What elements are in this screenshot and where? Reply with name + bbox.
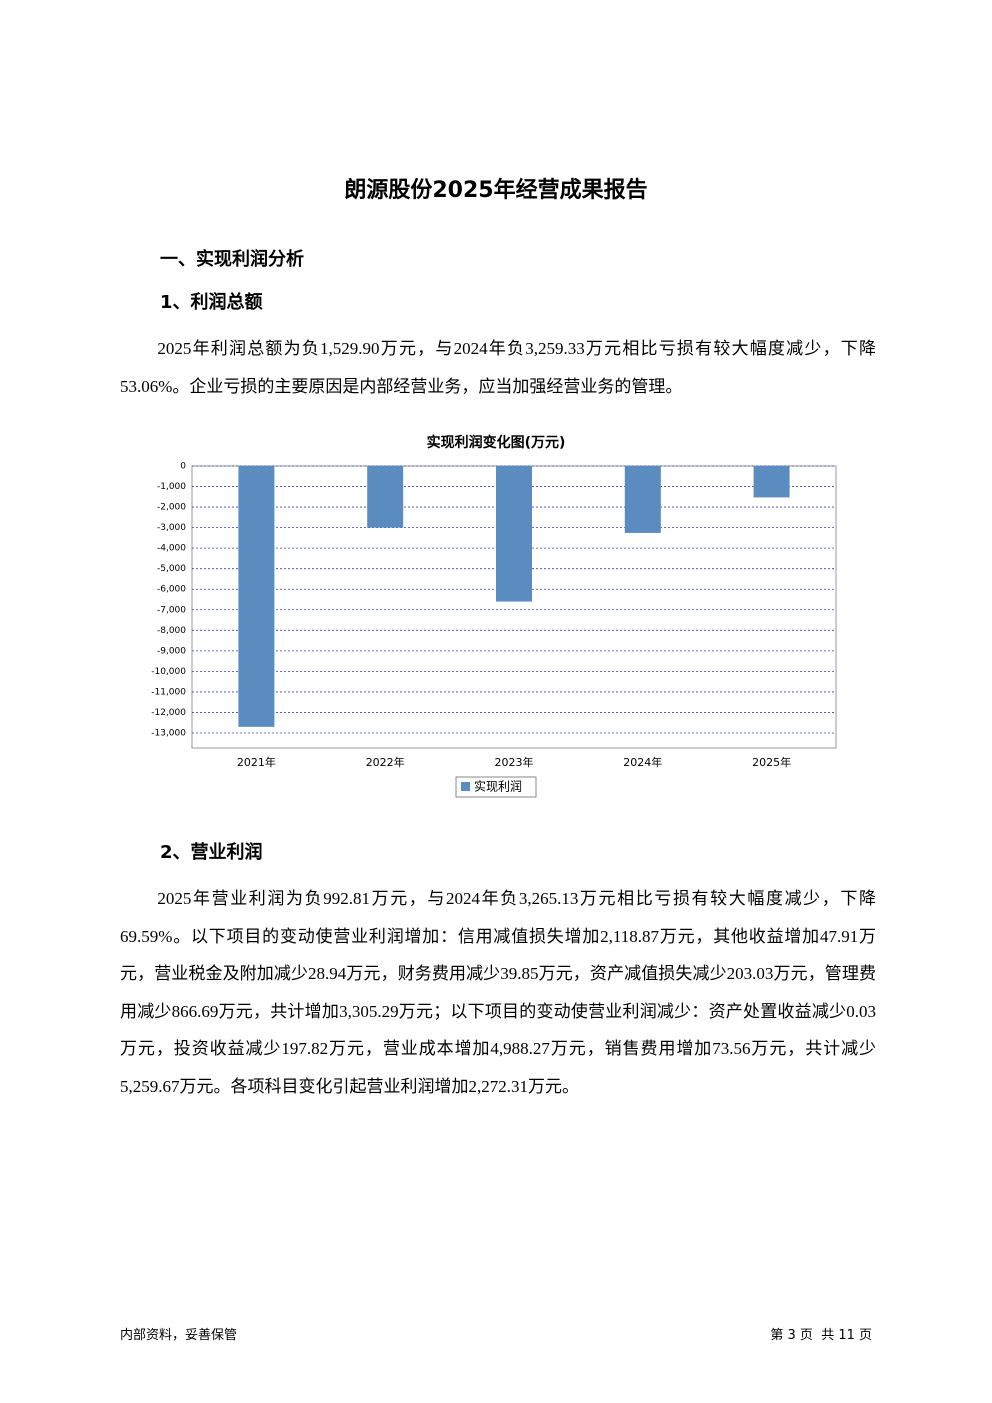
y-tick-label: -11,000 xyxy=(151,687,186,697)
y-tick-label: -8,000 xyxy=(157,626,186,636)
paragraph: 2025年利润总额为负1,529.90万元，与2024年负3,259.33万元相… xyxy=(120,339,876,396)
y-tick-label: -2,000 xyxy=(157,503,186,513)
doc-title: 朗源股份2025年经营成果报告 xyxy=(344,178,648,203)
y-tick-label: -12,000 xyxy=(151,708,186,718)
section-heading: 一、实现利润分析 xyxy=(160,249,304,270)
x-tick-label: 2021年 xyxy=(237,755,276,769)
x-tick-label: 2025年 xyxy=(752,755,791,769)
bar xyxy=(238,466,275,727)
x-tick-label: 2024年 xyxy=(623,755,662,769)
y-tick-label: -7,000 xyxy=(157,605,186,615)
bar xyxy=(367,466,404,528)
y-tick-label: -9,000 xyxy=(157,646,186,656)
footer-right: 第 3 页 共 11 页 xyxy=(770,1328,872,1343)
chart: 实现利润变化图(万元) 0 -1,000 -2,000 -3,000 -4,000 -5,… xyxy=(151,434,837,798)
bar xyxy=(624,466,661,533)
y-tick-label: -4,000 xyxy=(157,544,186,554)
y-tick-label: -10,000 xyxy=(151,667,186,677)
paragraph: 2025年营业利润为负992.81万元，与2024年负3,265.13万元相比亏… xyxy=(120,889,876,1096)
chart-title: 实现利润变化图(万元) xyxy=(427,434,566,451)
y-tick-label: -6,000 xyxy=(157,585,186,595)
footer-left: 内部资料，妥善保管 xyxy=(120,1328,238,1343)
legend-swatch xyxy=(461,782,470,791)
y-tick-label: -1,000 xyxy=(157,482,186,492)
x-tick-label: 2022年 xyxy=(366,755,405,769)
bar xyxy=(753,466,790,498)
legend-box xyxy=(455,776,537,798)
y-tick-label: -13,000 xyxy=(151,729,186,739)
y-tick-label: 0 xyxy=(180,462,186,472)
x-tick-label: 2023年 xyxy=(495,755,534,769)
y-tick-label: -3,000 xyxy=(157,523,186,533)
bar xyxy=(496,466,532,602)
y-tick-label: -5,000 xyxy=(157,564,186,574)
legend-label: 实现利润 xyxy=(474,779,522,794)
section-heading: 1、利润总额 xyxy=(160,292,263,313)
section-heading: 2、营业利润 xyxy=(160,842,263,863)
